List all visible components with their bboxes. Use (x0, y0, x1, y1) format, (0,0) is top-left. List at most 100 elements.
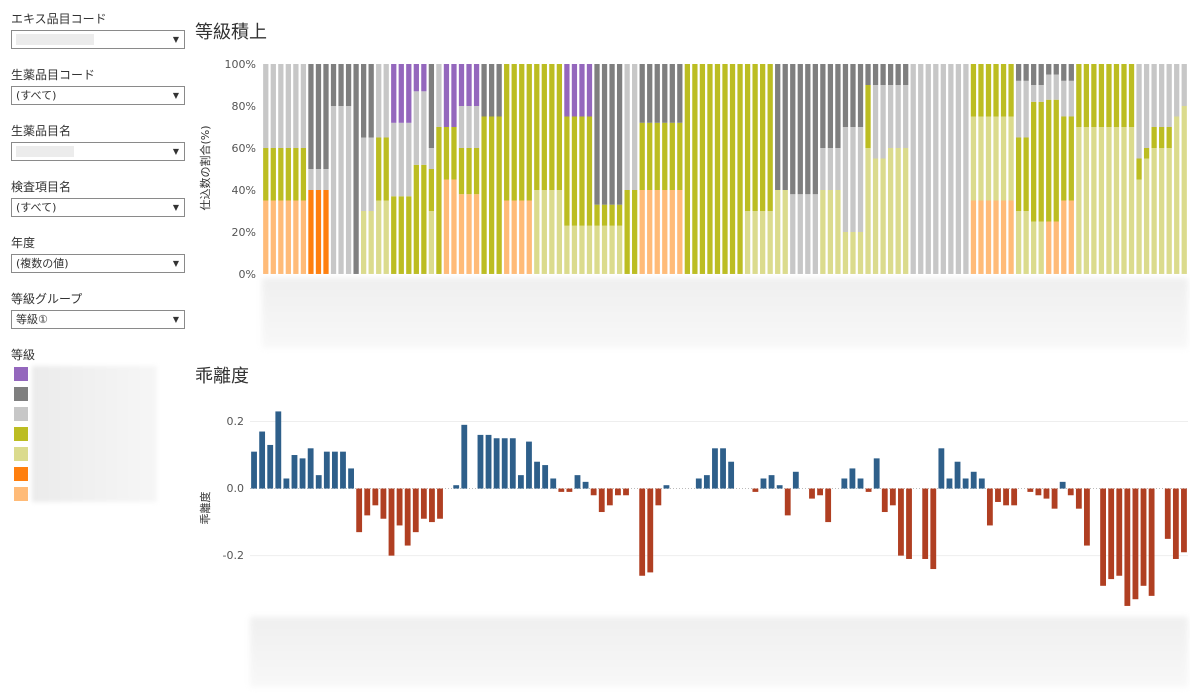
stacked-bar-segment[interactable] (300, 200, 307, 275)
stacked-bar-segment[interactable] (473, 64, 480, 106)
stacked-bar-segment[interactable] (421, 164, 427, 274)
stacked-bar-segment[interactable] (571, 64, 578, 117)
deviation-bar[interactable] (420, 488, 427, 519)
stacked-bar-segment[interactable] (985, 64, 992, 117)
stacked-bar-segment[interactable] (993, 116, 999, 201)
stacked-bar-segment[interactable] (368, 211, 374, 274)
stacked-bar-segment[interactable] (1008, 200, 1014, 275)
deviation-bar[interactable] (364, 488, 371, 516)
stacked-bar-segment[interactable] (624, 64, 630, 190)
deviation-bar[interactable] (477, 434, 484, 489)
stacked-bar-segment[interactable] (1076, 127, 1082, 274)
stacked-bar-segment[interactable] (564, 116, 570, 226)
deviation-bar[interactable] (396, 488, 403, 526)
stacked-bar-segment[interactable] (338, 64, 344, 106)
stacked-bar-segment[interactable] (865, 64, 871, 85)
stacked-bar-segment[interactable] (421, 91, 427, 165)
stacked-bar-segment[interactable] (466, 148, 472, 195)
stacked-bar-segment[interactable] (300, 148, 307, 201)
stacked-bar-segment[interactable] (1023, 80, 1029, 138)
stacked-bar-segment[interactable] (880, 85, 886, 159)
legend-swatch[interactable] (14, 407, 28, 421)
stacked-bar-segment[interactable] (895, 85, 901, 148)
deviation-bar[interactable] (412, 488, 419, 533)
deviation-bar[interactable] (978, 478, 985, 489)
stacked-bar-segment[interactable] (579, 64, 585, 117)
stacked-bar-segment[interactable] (466, 106, 472, 148)
stacked-bar-segment[interactable] (1061, 116, 1067, 201)
stacked-bar-segment[interactable] (391, 122, 397, 197)
stacked-bar-segment[interactable] (436, 127, 442, 274)
deviation-bar[interactable] (550, 478, 557, 489)
stacked-bar-segment[interactable] (293, 200, 299, 275)
stacked-bar-segment[interactable] (406, 122, 412, 197)
stacked-bar-segment[interactable] (1008, 64, 1014, 117)
deviation-bar[interactable] (267, 444, 274, 489)
stacked-bar-segment[interactable] (1151, 127, 1157, 148)
stacked-bar-segment[interactable] (933, 64, 939, 274)
deviation-bar[interactable] (1116, 488, 1123, 576)
stacked-bar-segment[interactable] (1000, 116, 1007, 201)
stacked-bar-segment[interactable] (1023, 211, 1029, 274)
stacked-bar-segment[interactable] (692, 64, 698, 274)
stacked-bar-segment[interactable] (263, 148, 269, 201)
stacked-bar-segment[interactable] (270, 200, 276, 275)
stacked-bar-segment[interactable] (1031, 64, 1037, 85)
deviation-bar[interactable] (906, 488, 912, 559)
stacked-bar-segment[interactable] (270, 64, 276, 148)
stacked-bar-segment[interactable] (451, 127, 457, 180)
stacked-bar-segment[interactable] (1121, 127, 1127, 274)
stacked-bar-segment[interactable] (315, 169, 322, 190)
stacked-bar-segment[interactable] (534, 190, 540, 274)
stacked-bar-segment[interactable] (519, 64, 525, 201)
stacked-bar-segment[interactable] (760, 211, 766, 274)
deviation-bar[interactable] (606, 488, 613, 506)
stacked-bar-segment[interactable] (564, 64, 570, 117)
stacked-bar-segment[interactable] (353, 64, 359, 274)
stacked-bar-segment[interactable] (556, 190, 563, 274)
stacked-bar-segment[interactable] (827, 148, 834, 190)
stacked-bar-segment[interactable] (323, 190, 329, 274)
stacked-bar-segment[interactable] (451, 179, 457, 275)
stacked-bar-segment[interactable] (669, 64, 675, 123)
stacked-bar-segment[interactable] (760, 64, 766, 211)
deviation-bar[interactable] (889, 488, 896, 506)
deviation-bar[interactable] (1181, 488, 1187, 553)
stacked-bar-segment[interactable] (1038, 101, 1044, 222)
stacked-bar-segment[interactable] (1136, 64, 1142, 159)
stacked-bar-segment[interactable] (1053, 74, 1059, 100)
stacked-bar-segment[interactable] (616, 225, 623, 274)
stacked-bar-segment[interactable] (609, 204, 615, 226)
legend-swatch[interactable] (14, 427, 28, 441)
stacked-bar-segment[interactable] (1068, 200, 1074, 275)
deviation-bar[interactable] (623, 488, 629, 496)
stacked-bar-segment[interactable] (586, 64, 593, 117)
stacked-bar-segment[interactable] (466, 64, 472, 106)
stacked-bar-segment[interactable] (330, 64, 337, 106)
deviation-bar[interactable] (1108, 488, 1115, 580)
stacked-bar-segment[interactable] (270, 148, 276, 201)
stacked-bar-segment[interactable] (662, 122, 668, 190)
deviation-bar[interactable] (404, 488, 411, 546)
stacked-bar-segment[interactable] (315, 64, 322, 169)
stacked-bar-segment[interactable] (323, 169, 329, 190)
deviation-bar[interactable] (356, 488, 363, 533)
stacked-bar-segment[interactable] (458, 64, 465, 106)
stacked-bar-segment[interactable] (872, 158, 879, 275)
deviation-bar[interactable] (728, 461, 735, 489)
stacked-bar-segment[interactable] (827, 64, 834, 148)
stacked-bar-segment[interactable] (887, 85, 894, 148)
stacked-bar-segment[interactable] (488, 116, 495, 275)
stacked-bar-segment[interactable] (488, 64, 495, 117)
deviation-bar[interactable] (542, 465, 549, 489)
stacked-bar-segment[interactable] (466, 194, 472, 274)
stacked-bar-segment[interactable] (948, 64, 954, 274)
stacked-bar-segment[interactable] (586, 116, 593, 226)
stacked-bar-segment[interactable] (722, 64, 728, 274)
deviation-bar[interactable] (453, 485, 460, 489)
stacked-bar-segment[interactable] (654, 64, 660, 123)
deviation-bar[interactable] (946, 478, 953, 489)
stacked-bar-segment[interactable] (1151, 64, 1157, 127)
stacked-bar-segment[interactable] (812, 64, 818, 195)
deviation-bar[interactable] (566, 488, 573, 492)
